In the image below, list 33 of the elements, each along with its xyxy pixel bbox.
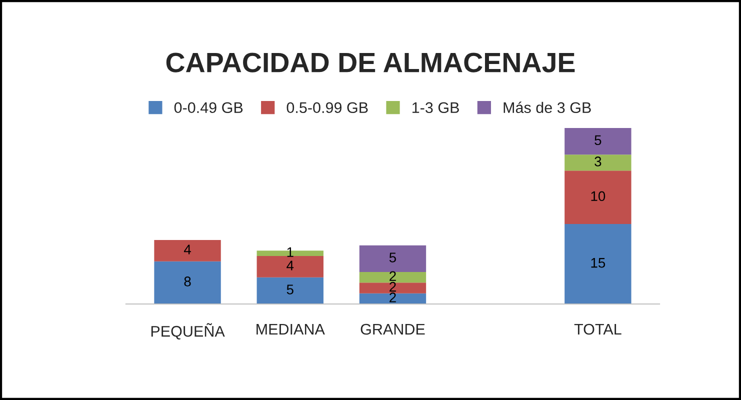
bar <box>564 154 632 171</box>
data-label: 5 <box>286 284 294 294</box>
legend-label: 1-3 GB <box>412 102 459 114</box>
data-label: 5 <box>594 135 602 146</box>
bar <box>359 282 426 294</box>
legend-label: 0-0.49 GB <box>174 102 243 114</box>
data-label: 4 <box>184 244 191 254</box>
data-label: 2 <box>390 282 396 292</box>
legend-label: 0.5-0.99 GB <box>286 102 368 114</box>
chart-title: CAPACIDAD DE ALMACENAJE <box>166 52 575 72</box>
bar <box>359 245 426 272</box>
bar <box>564 224 632 304</box>
bar <box>256 277 324 304</box>
data-label: 2 <box>390 271 396 281</box>
x-tick-label: TOTAL <box>574 324 622 335</box>
x-tick-label: MEDIANA <box>256 324 325 335</box>
x-tick-label: GRANDE <box>360 324 425 335</box>
data-label: 5 <box>389 252 396 262</box>
x-tick-label: PEQUEÑA <box>151 323 225 340</box>
bar <box>564 128 632 155</box>
data-label: 3 <box>594 156 602 166</box>
data-label: 2 <box>390 292 396 302</box>
data-label: 4 <box>286 260 294 270</box>
legend-label: Más de 3 GB <box>504 102 591 114</box>
bar <box>154 240 221 262</box>
data-label: 8 <box>184 276 191 286</box>
bar <box>359 293 426 304</box>
bar <box>564 170 632 224</box>
bar <box>154 261 221 304</box>
bar <box>359 272 426 283</box>
data-label: 15 <box>591 258 606 268</box>
bar <box>256 256 324 278</box>
data-label: 10 <box>591 191 606 202</box>
